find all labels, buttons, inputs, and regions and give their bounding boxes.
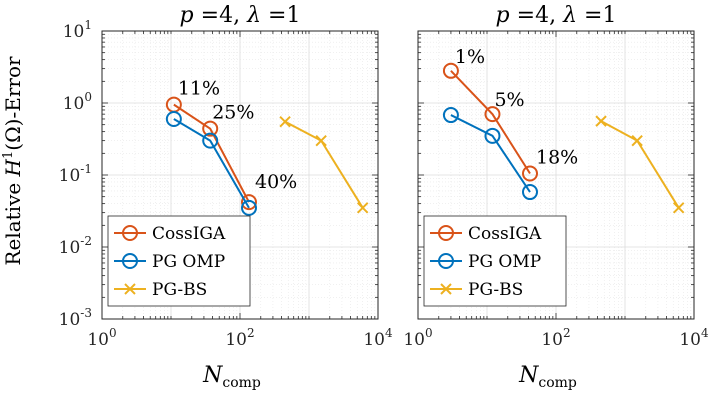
data-point-marker: [522, 165, 539, 182]
series-line: [173, 103, 250, 203]
data-label: 5%: [494, 89, 524, 111]
series-line: [450, 114, 531, 193]
series-pg-omp: [442, 107, 539, 201]
data-point-marker: [202, 120, 219, 137]
legend-item: PG OMP: [430, 252, 541, 272]
panel-1: 100 102 104 10-3 10-2 10-1 100 101 p =4, λ =1 Nco…: [59, 3, 393, 391]
data-point-marker: [315, 134, 327, 147]
data-point-marker: [165, 110, 182, 127]
chart-title: p =4, λ =1: [496, 3, 617, 28]
legend-label: CossIGA: [152, 224, 226, 244]
x-tick-label: 104: [679, 326, 709, 350]
y-tick-label: 10-2: [59, 234, 92, 258]
legend: CossIGA PG OMP PG-BS: [423, 215, 567, 307]
tick-marks: [101, 31, 378, 320]
data-point-marker: [442, 62, 459, 79]
data-label: 11%: [178, 78, 220, 100]
legend-marker: [124, 283, 136, 295]
x-axis-label: Ncomp: [202, 363, 261, 391]
series-pg-bs: [595, 115, 685, 214]
legend: CossIGA PG OMP PG-BS: [107, 215, 251, 307]
data-label: 25%: [212, 102, 254, 124]
data-point-marker: [356, 202, 369, 214]
series-cossiga: 1% 5% 18%: [442, 46, 578, 182]
legend-item: CossIGA: [114, 224, 226, 244]
data-point-marker: [631, 134, 643, 147]
data-point-marker: [442, 107, 459, 124]
data-point-marker: [279, 115, 291, 128]
series-line: [450, 70, 531, 175]
series-cossiga: 11%25% 40%: [165, 78, 297, 211]
y-tick-label: 101: [63, 18, 92, 42]
data-label: 18%: [536, 146, 578, 168]
data-point-marker: [672, 202, 685, 214]
x-tick-label: 102: [225, 326, 254, 350]
legend-item: CossIGA: [430, 224, 542, 244]
legend-label: CossIGA: [468, 224, 542, 244]
y-axis-label: Relative H1(Ω)-Error: [1, 56, 25, 266]
data-point-marker: [522, 184, 539, 201]
x-tick-label: 100: [87, 326, 116, 350]
legend-item: PG-BS: [114, 280, 207, 300]
chart-title: p =4, λ =1: [180, 3, 301, 28]
data-point-marker: [202, 132, 219, 149]
x-tick-label: 104: [363, 326, 393, 350]
legend-marker: [122, 253, 138, 269]
data-label: 40%: [255, 171, 297, 193]
data-point-marker: [240, 194, 257, 211]
x-tick-label: 102: [541, 326, 570, 350]
series-line: [173, 118, 250, 209]
legend-label: PG OMP: [152, 252, 225, 272]
panel-2: 100 102 104 p =4, λ =1 Ncomp 1% 5% 18% CossIGA PG…: [403, 3, 709, 391]
data-point-marker: [240, 199, 257, 216]
legend-item: PG-BS: [430, 280, 523, 300]
data-point-marker: [484, 106, 501, 123]
y-tick-label: 100: [63, 90, 92, 114]
legend-label: PG OMP: [468, 252, 541, 272]
legend-marker: [438, 253, 454, 269]
legend-marker: [122, 225, 138, 241]
x-axis-label: Ncomp: [518, 363, 577, 391]
legend-marker: [438, 225, 454, 241]
legend-marker: [440, 283, 452, 295]
data-point-marker: [595, 115, 607, 127]
legend-label: PG-BS: [468, 280, 523, 300]
series-pg-bs: [279, 115, 369, 214]
legend-item: PG OMP: [114, 252, 225, 272]
y-tick-label: 10-3: [59, 306, 92, 330]
series-pg-omp: [165, 110, 257, 216]
data-label: 1%: [455, 46, 485, 68]
tick-marks: [417, 31, 694, 320]
legend-label: PG-BS: [152, 280, 207, 300]
data-point-marker: [484, 127, 501, 144]
y-tick-label: 10-1: [59, 162, 92, 186]
x-tick-label: 100: [403, 326, 432, 350]
